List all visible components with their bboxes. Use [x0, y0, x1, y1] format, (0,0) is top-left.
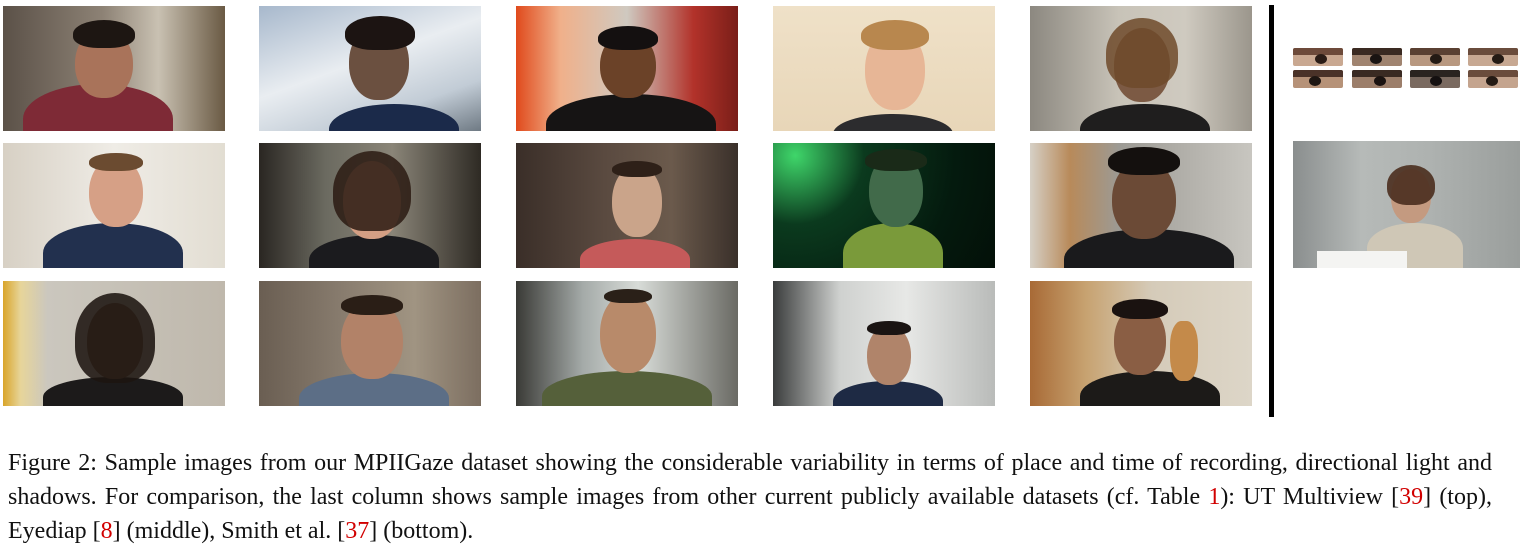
sample-image-grid	[3, 6, 1252, 406]
eye-patch	[1468, 48, 1518, 66]
table-reference[interactable]: 1	[1208, 484, 1221, 510]
eye-patch	[1468, 70, 1518, 88]
eye-patch	[1293, 70, 1343, 88]
caption-text: ] (middle), Smith et al. [	[112, 518, 346, 544]
caption-text: Sample images from our MPIIGaze dataset …	[8, 450, 1492, 510]
sample-image	[1030, 143, 1252, 268]
eye-patch	[1410, 70, 1460, 88]
eye-patch	[1352, 70, 1402, 88]
sample-image	[773, 281, 995, 406]
sample-image	[516, 143, 738, 268]
figure-caption: Figure 2: Sample images from our MPIIGaz…	[8, 446, 1492, 548]
sample-image	[773, 6, 995, 131]
sample-image	[3, 143, 225, 268]
caption-text: ): UT Multiview [	[1220, 484, 1400, 510]
sample-image	[516, 6, 738, 131]
caption-text: ] (bottom).	[369, 518, 474, 544]
caption-text: ] (top), Eyediap [	[8, 484, 1492, 544]
sample-image	[773, 143, 995, 268]
eye-patch	[1293, 48, 1343, 66]
column-divider	[1269, 5, 1274, 417]
eyediap-sample-image	[1293, 141, 1520, 268]
sample-image	[1030, 281, 1252, 406]
sample-image	[259, 6, 481, 131]
caption-label: Figure 2:	[8, 450, 97, 476]
sample-image	[259, 281, 481, 406]
citation-smith[interactable]: 37	[345, 518, 370, 544]
sample-image	[516, 281, 738, 406]
sample-image	[1030, 6, 1252, 131]
sample-image	[3, 281, 225, 406]
citation-ut-multiview[interactable]: 39	[1399, 484, 1424, 510]
eye-patch	[1410, 48, 1460, 66]
sample-image	[3, 6, 225, 131]
sample-image	[259, 143, 481, 268]
eye-patch	[1352, 48, 1402, 66]
citation-eyediap[interactable]: 8	[100, 518, 113, 544]
